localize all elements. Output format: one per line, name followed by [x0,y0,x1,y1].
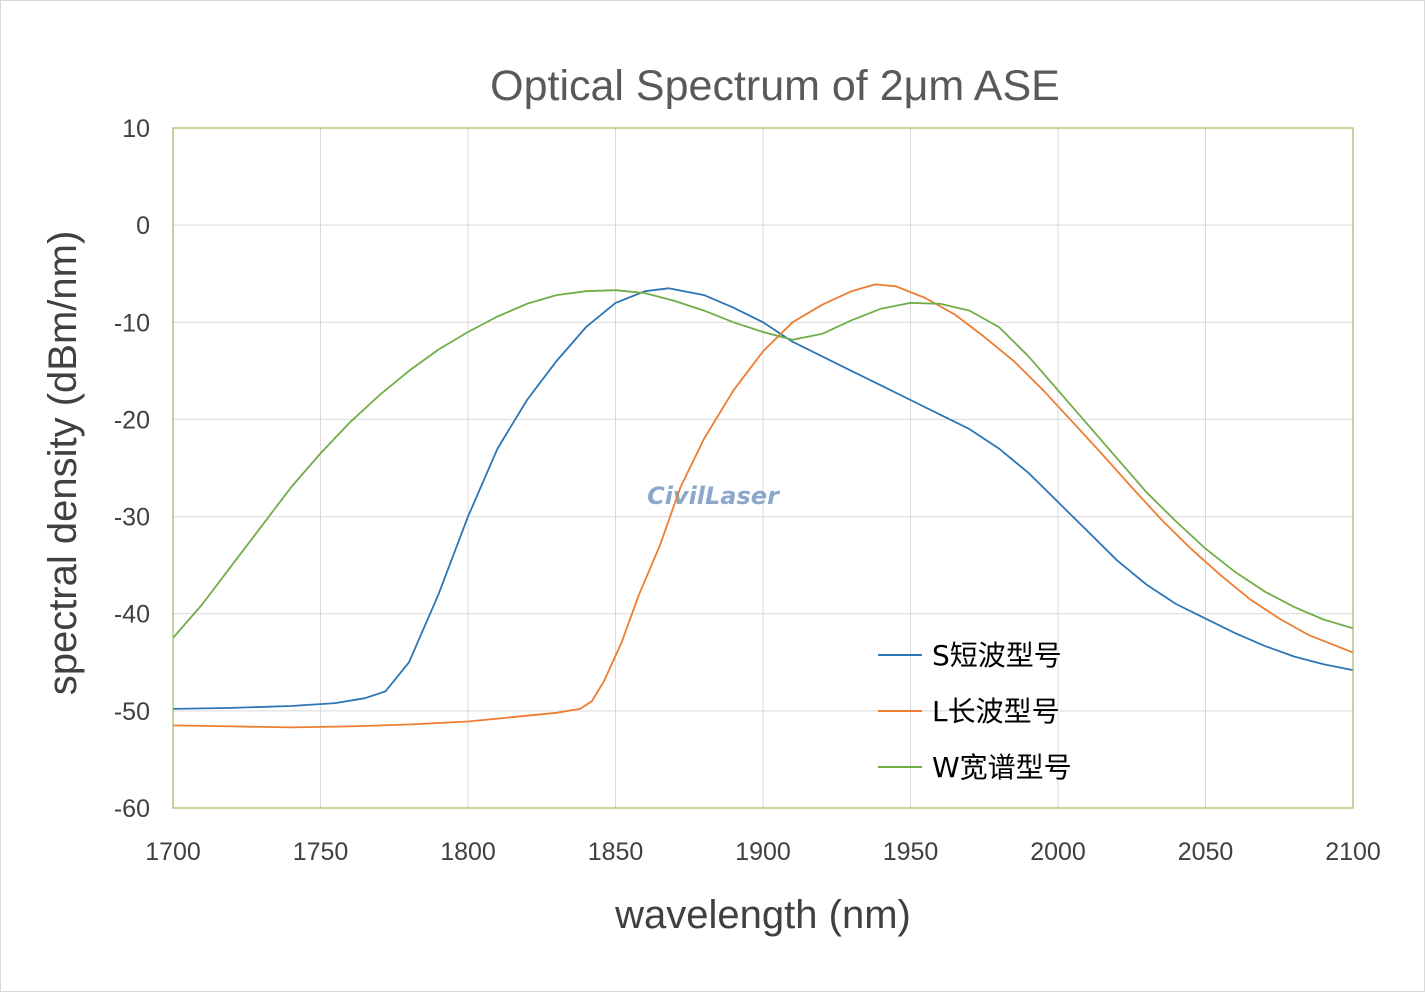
x-tick-label: 1800 [440,838,496,866]
series-line-2 [172,283,1354,729]
x-tick-label: 1750 [293,838,349,866]
tick-labels: 1700 1750 1800 1850 1900 1950 2000 2050 2100 10 0 -… [114,115,1381,866]
legend-label: W宽谱型号 [932,751,1072,784]
y-tick-label: -10 [114,309,150,337]
y-tick-label: -50 [114,698,150,726]
y-tick-label: -20 [114,406,150,434]
y-axis-label: spectral density (dBm/nm) [41,231,85,696]
y-tick-label: -30 [114,504,150,532]
y-tick-label: -40 [114,601,150,629]
series-line-1 [172,287,1354,710]
x-tick-label: 1950 [883,838,939,866]
y-tick-label: 0 [136,212,150,240]
chart-title: Optical Spectrum of 2μm ASE [490,62,1060,110]
watermark-logo: CivilLaser [647,482,781,510]
x-tick-label: 2000 [1030,838,1086,866]
x-tick-label: 2100 [1325,838,1381,866]
legend: S短波型号 L长波型号 W宽谱型号 [878,639,1072,784]
plot-area-border [172,127,1354,809]
y-tick-label: -60 [114,795,150,823]
series-line-3 [172,289,1354,639]
series-lines [172,283,1354,729]
x-tick-label: 1900 [735,838,791,866]
legend-label: L长波型号 [932,695,1060,728]
y-tick-label: 10 [122,115,150,143]
x-tick-label: 1850 [588,838,644,866]
x-tick-label: 2050 [1178,838,1234,866]
x-tick-label: 1700 [145,838,201,866]
legend-label: S短波型号 [932,639,1062,672]
x-axis-label: wavelength (nm) [614,893,911,937]
